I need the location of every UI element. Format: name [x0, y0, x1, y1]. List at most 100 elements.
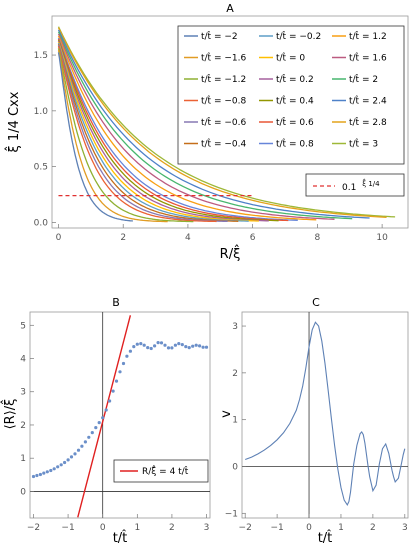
data-point	[90, 431, 94, 435]
data-point	[153, 344, 157, 348]
y-tick-label: 1.5	[34, 51, 48, 61]
legend-label: t/t̂ = 2	[349, 73, 378, 85]
legend-b-box	[113, 459, 209, 483]
series-line	[57, 27, 387, 218]
x-tick-label: 6	[250, 233, 256, 243]
data-point	[104, 408, 108, 412]
series-line	[57, 41, 259, 222]
y-tick-label: 0.5	[34, 163, 48, 173]
data-point	[177, 342, 181, 346]
y-tick-label: 1	[20, 454, 26, 464]
data-point	[191, 344, 195, 348]
legend-label: t/t̂ = 2.8	[349, 116, 387, 128]
panel-c-plot-frame	[241, 311, 409, 519]
series-line	[57, 39, 279, 222]
panel-c-y-label: v	[219, 410, 234, 418]
data-point	[194, 343, 198, 347]
legend-b-label: R/ξ̂ = 4 t/t̂	[142, 464, 189, 477]
y-tick-label: −1	[225, 509, 238, 519]
legend-label: t/t̂ = 2.4	[349, 95, 387, 107]
x-tick-label: 10	[376, 233, 388, 243]
x-tick-label: −2	[27, 523, 40, 533]
legend-label: t/t̂ = 0.6	[276, 116, 314, 128]
legend-label: t/t̂ = −1.6	[201, 52, 246, 64]
legend-label: t/t̂ = 1.2	[349, 30, 387, 42]
panel-a-x-label: R/ξ̂	[220, 245, 241, 262]
x-tick-label: −1	[270, 523, 283, 533]
legend-label: t/t̂ = 3	[349, 138, 378, 150]
data-point	[159, 341, 164, 345]
series-line	[57, 35, 317, 221]
data-point	[149, 346, 153, 351]
data-point	[66, 458, 70, 462]
data-point	[49, 468, 53, 473]
data-point	[135, 342, 139, 346]
y-tick-label: 0	[20, 487, 26, 497]
data-point	[187, 346, 191, 350]
legend-label: t/t̂ = −0.2	[276, 30, 321, 42]
data-point	[166, 346, 171, 350]
data-point	[132, 345, 136, 349]
series-line	[57, 33, 335, 220]
panel-b-y-label: ⟨R⟩/ξ̂	[1, 399, 18, 430]
panel-b-y-ticks: 0 1 2 3 4 5	[20, 321, 34, 497]
data-point	[111, 389, 115, 393]
legend-ref-label-sup: ξ̂ 1/4	[362, 179, 380, 188]
series-line	[57, 37, 298, 221]
x-tick-label: 0	[100, 523, 106, 533]
panel-c-x-ticks: −2 −1 0 1 2 3	[239, 514, 408, 533]
series-line	[57, 38, 289, 222]
panel-b-x-label: t/t̂	[113, 531, 128, 545]
series-line	[57, 50, 168, 223]
data-point	[121, 361, 126, 366]
legend-label: t/t̂ = −0.8	[201, 95, 246, 107]
data-point	[52, 467, 56, 471]
series-line	[57, 48, 194, 223]
x-tick-label: 2	[370, 523, 376, 533]
panel-c-x-label: t/t̂	[318, 531, 333, 545]
panel-a-x-ticks: 0 2 4 6 8 10	[56, 224, 388, 243]
x-tick-label: 1	[134, 523, 140, 533]
series-line	[57, 40, 269, 222]
panel-b-plot-frame	[29, 311, 211, 519]
panel-a: A 0 2 4 6 8 10 0.0 0.5 1.0 1.5 R/ξ̂ ξ̂ 1/4 Cxx t…	[5, 2, 409, 262]
x-tick-label: 0	[56, 233, 62, 243]
series-line	[57, 44, 239, 222]
series-line	[57, 31, 353, 220]
data-point	[97, 421, 101, 425]
panel-a-plot-frame	[51, 15, 409, 229]
y-tick-label: 3	[232, 322, 238, 332]
data-point	[38, 472, 43, 477]
fit-line	[77, 315, 132, 518]
data-point	[142, 343, 146, 347]
panel-b: B −2 −1 0 1 2 3 0 1 2 3 4 5 t/t̂ ⟨R⟩/ξ̂ R/ξ̂ = 4 t…	[1, 296, 211, 546]
data-point	[73, 452, 77, 456]
x-tick-label: −1	[61, 523, 74, 533]
legend-label: t/t̂ = −0.6	[201, 116, 246, 128]
y-tick-label: 5	[20, 321, 26, 331]
series-line	[57, 52, 133, 222]
panel-a-curves	[57, 26, 396, 223]
panel-b-x-ticks: −2 −1 0 1 2 3	[27, 514, 209, 533]
velocity-line	[245, 321, 406, 507]
legend-label: t/t̂ = 0.2	[276, 73, 314, 85]
data-point	[125, 354, 129, 358]
data-point	[94, 426, 98, 430]
data-point	[156, 341, 160, 345]
data-point	[63, 460, 67, 465]
panel-c-y-ticks: −1 0 1 2 3	[225, 322, 246, 519]
data-point	[42, 471, 46, 475]
x-tick-label: 1	[338, 523, 344, 533]
panel-a-title: A	[226, 2, 234, 15]
y-tick-label: 0	[232, 463, 238, 473]
data-point	[198, 344, 202, 348]
x-tick-label: 4	[185, 233, 191, 243]
panel-b-points	[31, 341, 209, 479]
data-point	[83, 440, 87, 444]
series-line	[57, 29, 370, 219]
legend-ref-box	[305, 173, 405, 197]
data-point	[204, 345, 209, 349]
data-point	[80, 444, 84, 448]
series-line	[57, 42, 249, 222]
